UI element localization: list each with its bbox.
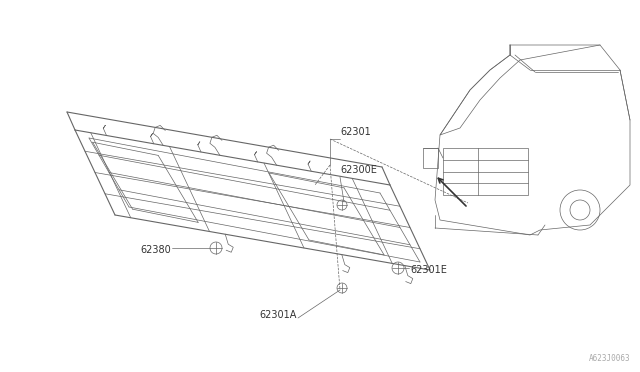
Bar [423, 148, 438, 168]
Text: 62301A: 62301A [260, 310, 297, 320]
Text: 62301: 62301 [340, 127, 371, 137]
Text: A623J0063: A623J0063 [588, 354, 630, 363]
Text: 62300E: 62300E [340, 165, 377, 175]
Text: 62380: 62380 [140, 245, 171, 255]
Bar [443, 148, 528, 195]
Text: 62301E: 62301E [410, 265, 447, 275]
